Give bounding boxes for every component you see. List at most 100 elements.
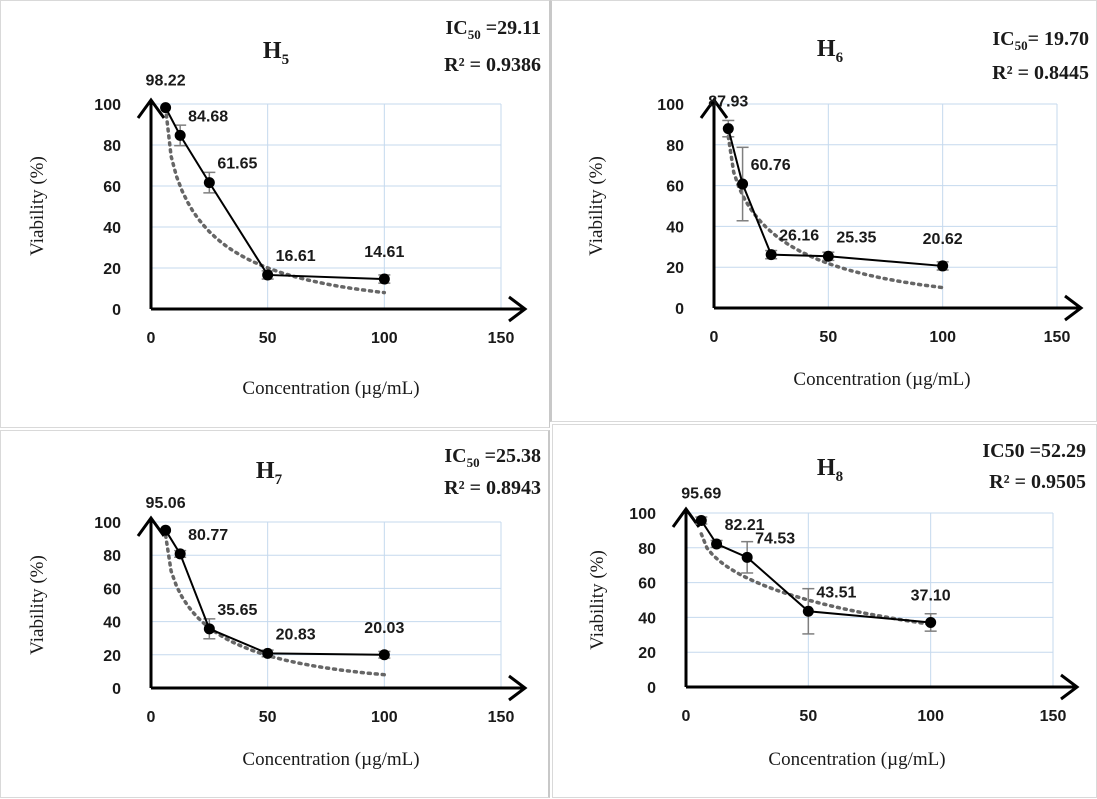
stats-line: R² = 0.9386: [444, 54, 541, 76]
x-tick-label: 50: [819, 329, 837, 346]
data-point: [262, 269, 274, 281]
data-point: [741, 551, 753, 563]
y-tick-label: 80: [638, 541, 656, 558]
data-point: [160, 524, 172, 536]
stats-prefix: IC50 =52.29: [982, 440, 1086, 462]
stats-prefix: IC: [992, 28, 1014, 50]
trendline: [726, 134, 945, 290]
x-axis-arrow: [1060, 673, 1080, 701]
stats-suffix: = 19.70: [1028, 28, 1089, 50]
stats-line: IC50 =25.38: [444, 445, 541, 470]
x-tick-label: 150: [1044, 329, 1071, 346]
data-label: 26.16: [779, 228, 819, 245]
y-tick-label: 60: [103, 179, 121, 196]
x-tick-label: 0: [710, 329, 719, 346]
x-tick-label: 150: [488, 330, 515, 347]
chart-title-main: H: [256, 458, 275, 484]
data-label: 16.61: [276, 248, 316, 265]
data-label: 35.65: [217, 602, 257, 619]
chart-title: H8: [817, 455, 843, 485]
x-tick-label: 50: [799, 708, 817, 725]
x-axis-title: Concentration (µg/mL): [768, 749, 945, 770]
data-point: [203, 623, 215, 635]
x-axis-title: Concentration (µg/mL): [242, 378, 419, 399]
trendline: [163, 106, 387, 295]
y-tick-label: 20: [103, 261, 121, 278]
x-axis-title: Concentration (µg/mL): [242, 749, 419, 770]
y-tick-label: 60: [666, 179, 684, 196]
stats-line: IC50= 19.70: [992, 28, 1089, 53]
chart-title: H5: [263, 38, 289, 68]
y-tick-label: 80: [103, 548, 121, 565]
data-point: [711, 538, 723, 550]
stats-sub: 50: [468, 27, 481, 42]
data-point: [203, 177, 215, 189]
chart-svg: 0 50 100 150 0 20 40 60 80 100 98.22 84.68 61.65 16.6…: [27, 17, 541, 399]
y-tick-label: 0: [647, 680, 656, 697]
data-label: 43.51: [816, 584, 856, 601]
data-label: 87.93: [708, 94, 748, 111]
data-label: 37.10: [911, 587, 951, 604]
x-tick-label: 100: [929, 329, 956, 346]
x-tick-label: 0: [147, 330, 156, 347]
stats-prefix: R² = 0.8445: [992, 62, 1089, 84]
y-tick-label: 40: [103, 615, 121, 632]
chart-title-main: H: [263, 38, 282, 64]
y-tick-label: 100: [94, 515, 121, 532]
data-label: 82.21: [725, 517, 765, 534]
y-tick-label: 80: [666, 138, 684, 155]
stats-line: IC50 =52.29: [982, 440, 1086, 462]
y-axis-arrow: [699, 97, 729, 119]
chart-title-sub: 8: [836, 469, 844, 485]
data-point: [695, 514, 707, 526]
y-tick-label: 20: [638, 645, 656, 662]
data-label: 14.61: [364, 244, 404, 261]
data-label: 20.03: [364, 620, 404, 637]
y-tick-label: 20: [103, 648, 121, 665]
chart-title-sub: 5: [282, 52, 290, 68]
data-point: [722, 123, 734, 135]
y-tick-label: 60: [638, 576, 656, 593]
y-axis-arrow: [136, 97, 166, 119]
data-point: [822, 250, 834, 262]
y-tick-label: 60: [103, 581, 121, 598]
y-tick-label: 40: [103, 220, 121, 237]
data-point: [160, 102, 172, 114]
chart-title: H6: [817, 36, 844, 66]
x-tick-label: 0: [682, 708, 691, 725]
chart-panel-h7: 0 50 100 150 0 20 40 60 80 100 95.06 80.77 35.65 20.8…: [0, 430, 550, 798]
stats-suffix: =29.11: [481, 17, 541, 39]
stats-prefix: R² = 0.9505: [989, 471, 1086, 493]
y-tick-label: 100: [94, 97, 121, 114]
data-label: 95.69: [681, 485, 721, 502]
y-tick-label: 0: [112, 302, 121, 319]
data-label: 60.76: [751, 157, 791, 174]
y-axis-arrow: [671, 506, 701, 528]
chart-svg: 0 50 100 150 0 20 40 60 80 100 87.93 60.76 26.16 25.3…: [586, 28, 1089, 390]
chart-panel-h6: 0 50 100 150 0 20 40 60 80 100 87.93 60.76 26.16 25.3…: [550, 0, 1097, 422]
data-point: [737, 178, 749, 190]
x-axis-arrow: [508, 674, 528, 702]
stats-prefix: R² = 0.8943: [444, 477, 541, 499]
chart-title: H7: [256, 458, 283, 488]
stats-line: R² = 0.8943: [444, 477, 541, 499]
y-axis-arrow: [136, 515, 166, 537]
x-tick-label: 0: [147, 709, 156, 726]
x-tick-label: 150: [488, 709, 515, 726]
x-tick-label: 100: [917, 708, 944, 725]
y-tick-label: 20: [666, 260, 684, 277]
data-label: 61.65: [217, 156, 257, 173]
y-axis-title: Viability (%): [586, 156, 607, 256]
chart-panel-h5: 0 50 100 150 0 20 40 60 80 100 98.22 84.68 61.65 16.6…: [0, 0, 550, 428]
x-axis-arrow: [508, 295, 528, 323]
data-point: [262, 647, 274, 659]
data-point: [802, 605, 814, 617]
y-axis-title: Viability (%): [27, 555, 48, 655]
y-tick-label: 100: [657, 97, 684, 114]
data-point: [925, 616, 937, 628]
x-tick-label: 50: [259, 330, 277, 347]
x-tick-label: 100: [371, 709, 398, 726]
chart-title-main: H: [817, 36, 836, 62]
